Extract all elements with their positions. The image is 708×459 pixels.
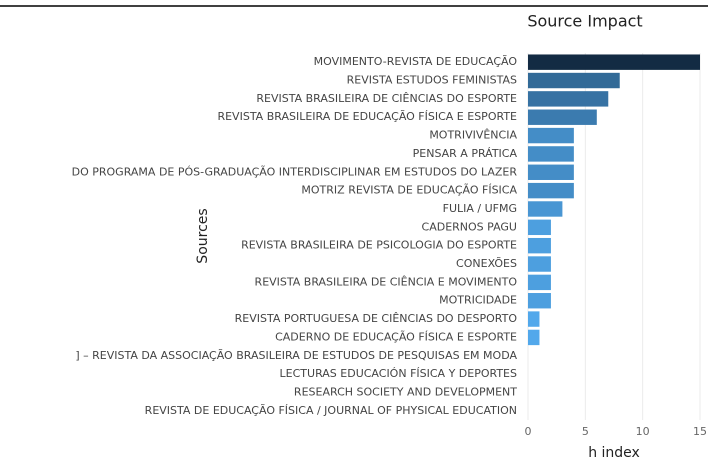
y-tick-label: FULIA / UFMG xyxy=(443,202,517,215)
bar xyxy=(528,182,574,199)
y-tick-label: REVISTA BRASILEIRA DE CIÊNCIA E MOVIMENT… xyxy=(255,275,518,288)
bar xyxy=(528,201,563,217)
y-tick-label: REVISTA BRASILEIRA DE EDUCAÇÃO FÍSICA E … xyxy=(217,110,517,123)
y-axis-label: Sources xyxy=(195,208,211,263)
y-tick-label: ] – REVISTA DA ASSOCIAÇÃO BRASILEIRA DE … xyxy=(75,349,517,362)
x-tick-label: 5 xyxy=(582,425,589,438)
bar xyxy=(528,293,551,309)
y-tick-label: REVISTA DE EDUCAÇÃO FÍSICA / JOURNAL OF … xyxy=(145,404,517,417)
bar xyxy=(528,311,540,327)
y-tick-label: MOTRIZ REVISTA DE EDUCAÇÃO FÍSICA xyxy=(301,184,517,197)
y-tick-label: RESEARCH SOCIETY AND DEVELOPMENT xyxy=(294,385,517,398)
bar xyxy=(528,274,551,291)
bar xyxy=(528,72,620,89)
x-axis-label: h index xyxy=(588,445,640,459)
y-tick-label: REVISTA BRASILEIRA DE CIÊNCIAS DO ESPORT… xyxy=(256,92,517,105)
x-tick-label: 0 xyxy=(525,425,532,438)
bar xyxy=(528,256,551,272)
y-tick-label: LECTURAS EDUCACIÓN FÍSICA Y DEPORTES xyxy=(280,367,517,380)
bar xyxy=(528,91,609,107)
chart-title: Source Impact xyxy=(527,12,642,31)
x-tick-label: 10 xyxy=(636,425,650,438)
bar xyxy=(528,146,574,162)
y-tick-label: CADERNO DE EDUCAÇÃO FÍSICA E ESPORTE xyxy=(275,330,517,343)
y-tick-label: CADERNOS PAGU xyxy=(422,220,517,233)
y-tick-label: REVISTA BRASILEIRA DE PSICOLOGIA DO ESPO… xyxy=(241,239,517,252)
x-tick-label: 15 xyxy=(693,425,707,438)
y-tick-label: MOTRIVIVÊNCIA xyxy=(429,129,517,142)
y-tick-label: DO PROGRAMA DE PÓS-GRADUAÇÃO INTERDISCIP… xyxy=(72,165,518,178)
y-tick-label: PENSAR A PRÁTICA xyxy=(413,147,518,160)
bar xyxy=(528,237,551,254)
y-tick-label: CONEXÕES xyxy=(456,257,517,270)
bar xyxy=(528,164,574,180)
bar xyxy=(528,219,551,236)
y-tick-label: REVISTA ESTUDOS FEMINISTAS xyxy=(347,74,517,87)
bar xyxy=(528,54,700,70)
bar xyxy=(528,329,540,346)
y-tick-label: MOTRICIDADE xyxy=(439,294,517,307)
y-tick-label: MOVIMENTO-REVISTA DE EDUCAÇÃO xyxy=(314,55,518,68)
y-tick-label: REVISTA PORTUGUESA DE CIÊNCIAS DO DESPOR… xyxy=(235,312,518,325)
bar xyxy=(528,109,597,125)
bar xyxy=(528,127,574,144)
